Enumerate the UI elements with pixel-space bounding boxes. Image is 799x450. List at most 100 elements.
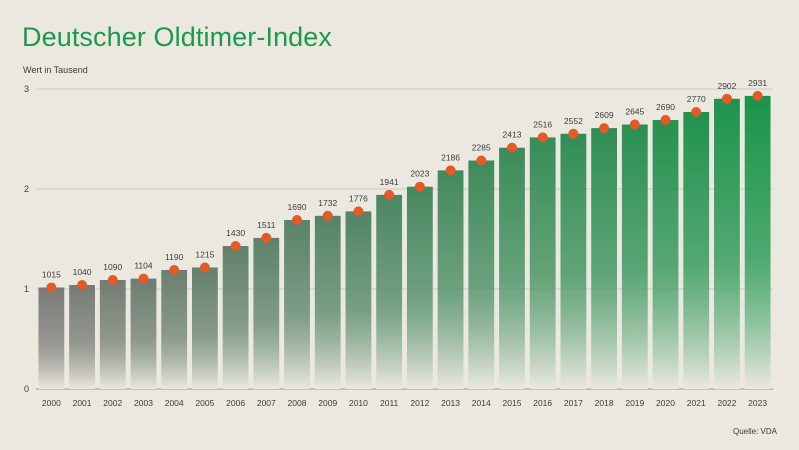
- marker-2015: [506, 142, 517, 153]
- marker-2010: [353, 206, 364, 217]
- source-note: Quelle: VDA: [732, 427, 777, 436]
- label-layer: 1015 1040 1090 1104 1190 1215 1430 1511 1690 1732…: [42, 78, 767, 280]
- x-tick-label-2013: 2013: [441, 398, 460, 408]
- marker-layer: [46, 90, 763, 293]
- bar-2000: [38, 287, 65, 389]
- bar-2023: [744, 95, 771, 390]
- marker-2001: [77, 280, 88, 290]
- y-tick-label: 3: [24, 84, 29, 94]
- x-tick-label-2004: 2004: [165, 398, 184, 408]
- x-tick-label-2021: 2021: [687, 398, 706, 408]
- y-tick-label: 2: [24, 184, 29, 194]
- bar-2016: [529, 137, 556, 389]
- x-tick-label-2009: 2009: [318, 398, 337, 408]
- marker-2003: [138, 273, 149, 284]
- value-label-2011: 1941: [380, 177, 399, 187]
- bar-2004: [161, 270, 188, 389]
- marker-2014: [476, 155, 487, 166]
- bar-2020: [652, 120, 679, 389]
- value-label-2023: 2931: [748, 78, 767, 88]
- bar-2001: [69, 285, 95, 389]
- bar-2014: [468, 160, 495, 389]
- value-label-2019: 2645: [625, 107, 644, 117]
- y-tick-label: 1: [24, 284, 29, 294]
- bar-2009: [314, 215, 341, 389]
- value-label-2016: 2516: [533, 119, 552, 129]
- marker-2006: [230, 241, 241, 251]
- value-label-2000: 1015: [42, 270, 61, 280]
- x-tick-label-2000: 2000: [42, 398, 61, 408]
- value-label-2014: 2285: [472, 143, 491, 153]
- x-tick-label-2018: 2018: [595, 398, 614, 408]
- chart-title: Deutscher Oldtimer-Index: [22, 22, 333, 52]
- x-tick-label-2010: 2010: [349, 398, 368, 408]
- x-tick-label-2020: 2020: [656, 398, 675, 408]
- bar-2007: [253, 237, 280, 389]
- value-label-2021: 2770: [687, 94, 706, 104]
- marker-2019: [629, 119, 640, 130]
- bar-2008: [284, 220, 310, 389]
- bar-2003: [130, 278, 157, 389]
- bar-2010: [345, 211, 372, 389]
- value-label-2017: 2552: [564, 116, 583, 126]
- value-label-2008: 1690: [288, 202, 307, 212]
- x-tick-label-2022: 2022: [717, 398, 736, 408]
- x-tick-label-2014: 2014: [472, 398, 491, 408]
- bar-2005: [191, 267, 218, 389]
- y-axis-label: Wert in Tausend: [23, 65, 88, 75]
- value-label-2012: 2023: [410, 169, 429, 179]
- bar-2019: [621, 124, 648, 389]
- marker-2013: [445, 165, 456, 176]
- marker-2004: [169, 265, 180, 275]
- bar-layer: [38, 95, 771, 390]
- marker-2021: [691, 107, 702, 117]
- marker-2002: [107, 275, 118, 285]
- marker-2008: [292, 215, 303, 225]
- bar-2015: [499, 147, 525, 389]
- bar-2017: [560, 133, 587, 389]
- x-tick-label-2012: 2012: [410, 398, 429, 408]
- x-tick-label-2006: 2006: [226, 398, 245, 408]
- marker-2016: [537, 132, 548, 143]
- marker-2000: [46, 282, 57, 293]
- value-label-2020: 2690: [656, 102, 675, 112]
- bar-2013: [437, 170, 464, 389]
- bar-2002: [99, 280, 126, 389]
- x-tick-label-2023: 2023: [748, 398, 767, 408]
- x-tick-label-2016: 2016: [533, 398, 552, 408]
- marker-2023: [752, 90, 763, 101]
- marker-2020: [660, 115, 671, 125]
- x-tick-label-2019: 2019: [625, 398, 644, 408]
- x-tick-label-2007: 2007: [257, 398, 276, 408]
- bar-2006: [222, 246, 249, 389]
- axis-layer: 0 1 2 3 2000 2001 2002 2003 2004 2005 2006 2007 2008…: [24, 84, 767, 408]
- y-tick-label: 0: [24, 384, 29, 394]
- marker-2012: [414, 181, 425, 192]
- x-tick-label-2003: 2003: [134, 398, 153, 408]
- value-label-2004: 1190: [165, 252, 184, 262]
- x-tick-label-2001: 2001: [73, 398, 92, 408]
- marker-2011: [384, 189, 395, 200]
- value-label-2009: 1732: [318, 198, 337, 208]
- value-label-2006: 1430: [226, 228, 245, 238]
- x-tick-label-2015: 2015: [503, 398, 522, 408]
- bar-2018: [591, 128, 618, 389]
- grid-layer: [36, 88, 773, 390]
- x-tick-label-2002: 2002: [103, 398, 122, 408]
- x-tick-label-2005: 2005: [195, 398, 214, 408]
- marker-2018: [599, 123, 610, 134]
- bar-2012: [406, 186, 433, 389]
- x-tick-label-2008: 2008: [288, 398, 307, 408]
- value-label-2010: 1776: [349, 193, 368, 203]
- bar-2011: [376, 194, 403, 389]
- marker-2017: [568, 128, 579, 139]
- bar-2021: [683, 112, 710, 389]
- marker-2007: [261, 232, 272, 243]
- marker-2005: [199, 262, 210, 273]
- x-tick-label-2011: 2011: [380, 398, 399, 408]
- value-label-2002: 1090: [103, 262, 122, 272]
- value-label-2022: 2902: [717, 81, 736, 91]
- value-label-2005: 1215: [195, 250, 214, 260]
- marker-2022: [721, 93, 732, 104]
